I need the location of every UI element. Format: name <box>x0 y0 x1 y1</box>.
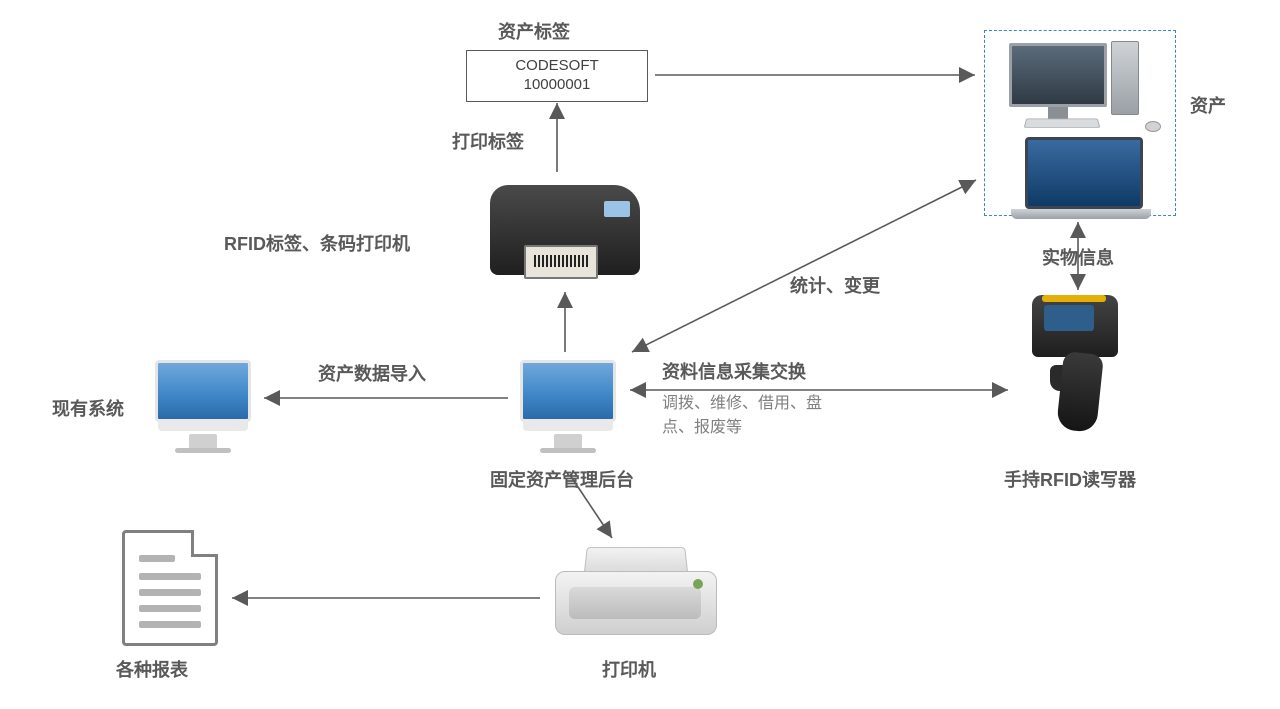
tag-line2: 10000001 <box>477 76 637 95</box>
reports-title: 各种报表 <box>116 656 188 682</box>
diagram-canvas: { "canvas": { "width": 1280, "height": 7… <box>0 0 1280 709</box>
label-printer-icon <box>490 175 640 285</box>
rfid-reader-icon <box>1020 295 1130 465</box>
edge-label-physical: 实物信息 <box>1042 244 1114 270</box>
assets-title: 资产 <box>1190 92 1226 118</box>
edge-sublabel-exchange-1: 调拨、维修、借用、盘 <box>662 392 822 416</box>
laptop-icon <box>1025 137 1165 219</box>
edge-mgmt-assets <box>632 180 976 352</box>
reports-doc-icon <box>122 530 218 646</box>
edge-label-import: 资产数据导入 <box>318 360 426 386</box>
mgmt-title: 固定资产管理后台 <box>490 466 634 492</box>
pc-tower-icon <box>1111 41 1139 115</box>
edge-label-statchange: 统计、变更 <box>790 272 880 298</box>
existing-title: 现有系统 <box>52 395 124 421</box>
tag-line1: CODESOFT <box>477 57 637 76</box>
existing-computer-icon <box>155 360 251 453</box>
desktop-monitor-icon <box>1009 43 1107 124</box>
label-printer-title: RFID标签、条码打印机 <box>224 230 410 256</box>
reader-title: 手持RFID读写器 <box>1004 466 1136 492</box>
edge-label-exchange: 资料信息采集交换 <box>662 358 806 384</box>
edge-sublabel-exchange-2: 点、报废等 <box>662 416 742 440</box>
assets-box <box>984 30 1176 216</box>
edge-label-print: 打印标签 <box>452 128 524 154</box>
keyboard-icon <box>1024 119 1100 128</box>
asset-tag-box: CODESOFT 10000001 <box>466 50 648 102</box>
laser-printer-icon <box>555 545 715 645</box>
laser-title: 打印机 <box>602 656 656 682</box>
mouse-icon <box>1145 121 1161 132</box>
tag-title: 资产标签 <box>498 18 570 44</box>
mgmt-computer-icon <box>520 360 616 453</box>
